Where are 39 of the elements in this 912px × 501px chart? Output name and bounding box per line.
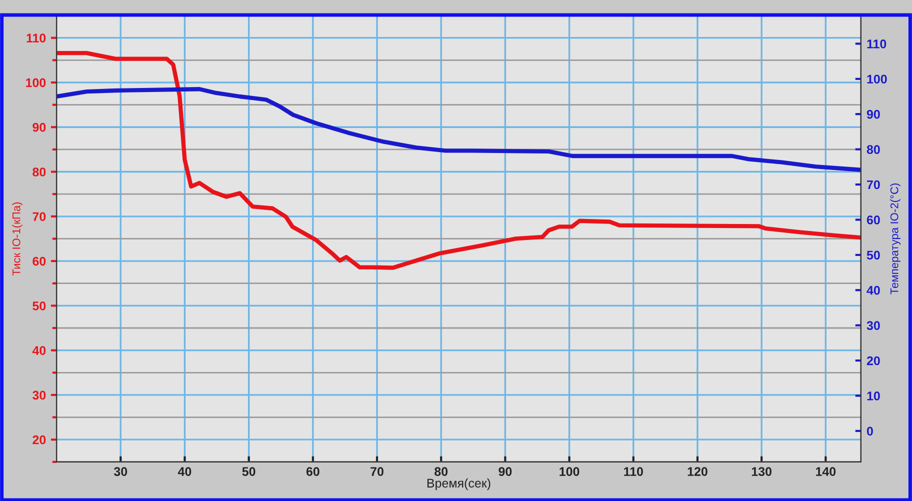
- y-tick-label: 110: [26, 34, 46, 43]
- x-tick-label: 70: [370, 467, 384, 476]
- y-tick-label: 100: [26, 78, 46, 88]
- x-tick-label: 60: [306, 467, 320, 476]
- y2-tick-label: 100: [867, 74, 887, 84]
- y-axis-title: Тиск ІО-1(кПа): [12, 202, 22, 276]
- line-series: [56, 50, 861, 270]
- y2-tick-label: 30: [866, 321, 880, 330]
- y-tick-label: 90: [32, 122, 46, 132]
- y-tick-label: 60: [32, 256, 46, 266]
- y2-tick-label: 40: [866, 286, 880, 295]
- y2-tick-label: 110: [867, 39, 886, 48]
- x-tick-label: 80: [434, 467, 448, 476]
- x-tick-label: 30: [114, 467, 128, 476]
- x-tick-label: 90: [498, 467, 512, 476]
- y2-tick-label: 60: [866, 216, 880, 224]
- y-tick-label: 30: [32, 390, 46, 400]
- y2-tick-label: 20: [866, 356, 880, 366]
- y-tick-label: 80: [32, 168, 46, 176]
- x-tick-label: 140: [816, 467, 836, 476]
- x-tick-label: 100: [560, 467, 580, 476]
- x-tick-label: 130: [752, 467, 772, 476]
- x-tick-label: 110: [624, 467, 643, 476]
- y2-tick-label: 90: [866, 110, 880, 119]
- line-series: [56, 87, 861, 172]
- y2-tick-label: 50: [866, 250, 880, 260]
- y-tick-label: 40: [32, 346, 46, 355]
- y2-tick-label: 0: [866, 426, 873, 436]
- x-tick-label: 120: [688, 467, 708, 476]
- y2-tick-label: 10: [867, 392, 880, 400]
- y-tick-label: 50: [32, 301, 46, 310]
- y-tick-label: 20: [32, 435, 46, 444]
- y2-axis-title: Температура ІО-2(°C): [890, 183, 900, 294]
- x-tick-label: 50: [242, 467, 256, 476]
- y2-tick-label: 70: [867, 180, 880, 190]
- y-tick-label: 70: [32, 212, 46, 222]
- x-axis-title: Время(сек): [427, 478, 490, 490]
- y2-tick-label: 80: [866, 145, 880, 154]
- x-tick-label: 40: [178, 467, 192, 476]
